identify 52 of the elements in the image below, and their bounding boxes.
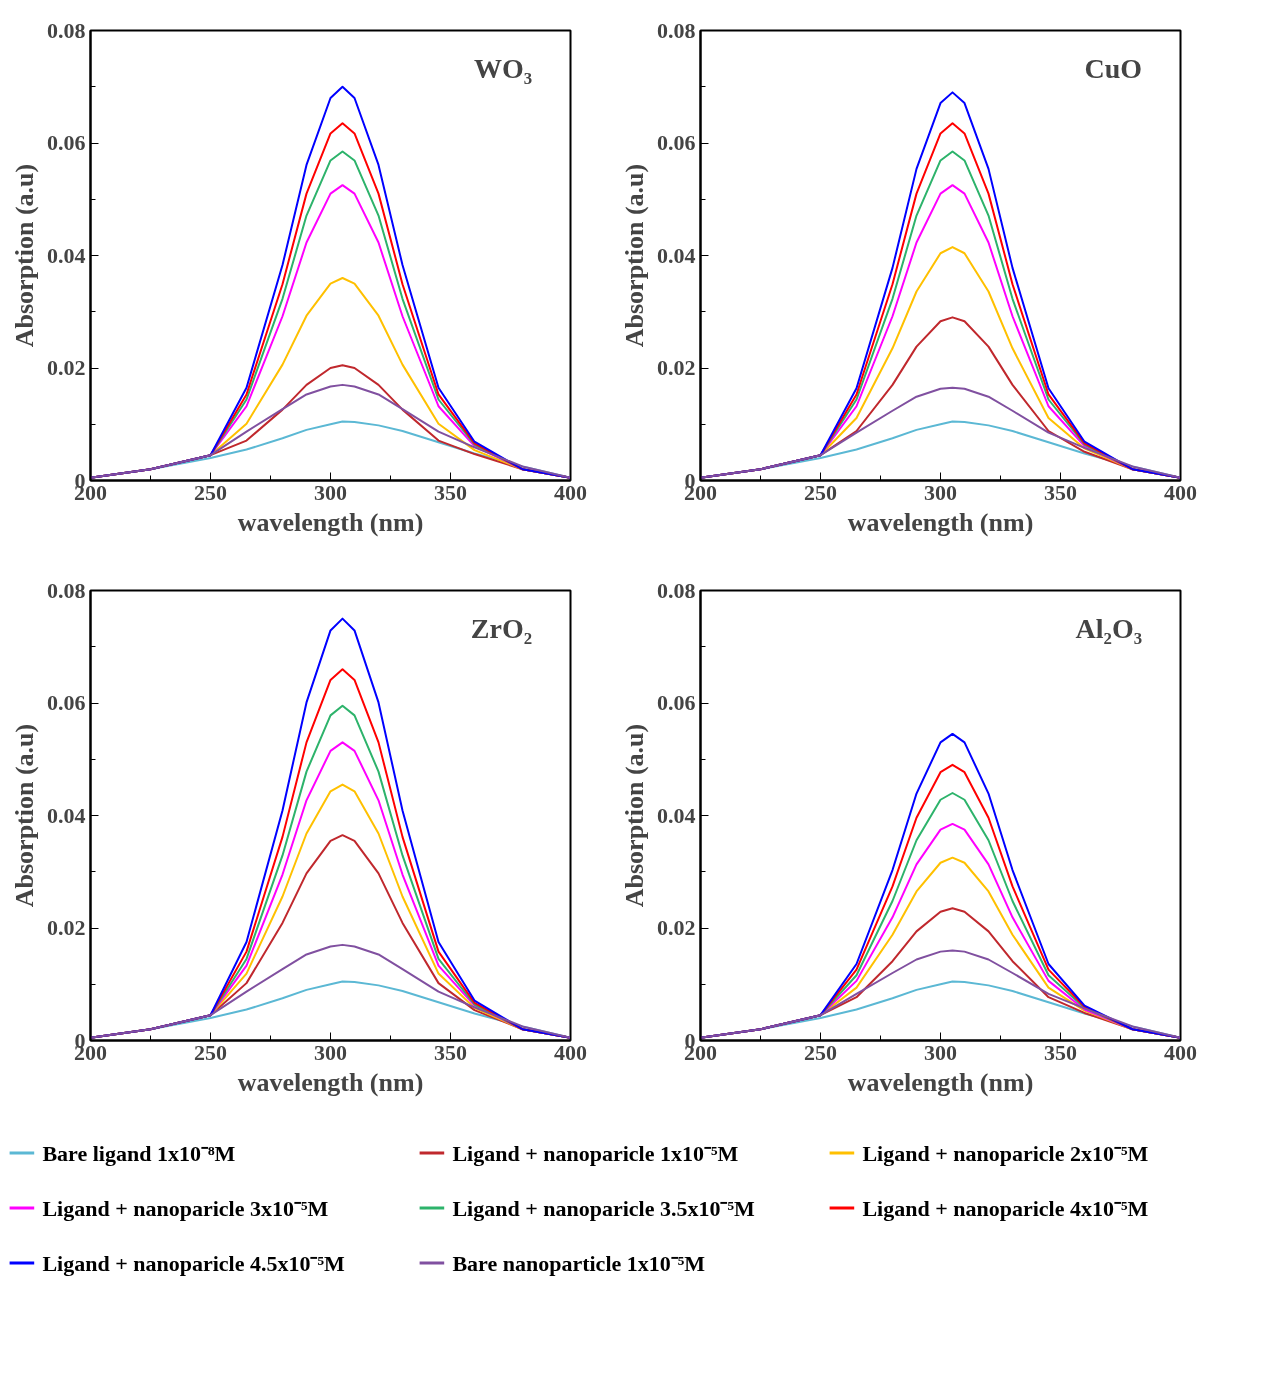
- y-tick-label: 0.02: [657, 915, 696, 940]
- x-tick-label: 250: [804, 1039, 837, 1065]
- x-tick-label: 350: [1044, 1039, 1077, 1065]
- x-tick-label: 300: [314, 479, 347, 505]
- y-tick-label: 0.08: [47, 577, 86, 603]
- x-tick-label: 400: [1164, 479, 1197, 505]
- y-tick-label: 0.06: [47, 130, 86, 155]
- x-axis-title: wavelength (nm): [847, 1067, 1034, 1097]
- y-axis-title: Absorption (a.u): [10, 723, 39, 908]
- x-tick-label: 400: [554, 479, 587, 505]
- y-tick-label: 0.02: [657, 355, 696, 380]
- annotation: WO₃: [473, 53, 533, 84]
- x-tick-label: 300: [924, 479, 957, 505]
- legend-label: Bare nanoparticle 1x10⁻⁵M: [452, 1250, 706, 1276]
- x-tick-label: 400: [554, 1039, 587, 1065]
- y-axis-title: Absorption (a.u): [620, 723, 649, 908]
- x-axis-title: wavelength (nm): [237, 1067, 424, 1097]
- y-tick-label: 0.04: [47, 242, 86, 268]
- legend-label: Ligand + nanoparicle 3x10⁻⁵M: [42, 1195, 329, 1221]
- legend-label: Ligand + nanoparicle 4x10⁻⁵M: [862, 1195, 1149, 1221]
- x-tick-label: 250: [194, 479, 227, 505]
- y-tick-label: 0.08: [47, 17, 86, 43]
- legend-label: Ligand + nanoparicle 4.5x10⁻⁵M: [42, 1250, 346, 1276]
- annotation: ZrO₂: [470, 613, 533, 644]
- x-tick-label: 250: [804, 479, 837, 505]
- legend-label: Bare ligand 1x10⁻⁸M: [42, 1140, 236, 1166]
- x-tick-label: 350: [434, 479, 467, 505]
- annotation: Al₂O₃: [1075, 613, 1143, 644]
- x-tick-label: 300: [314, 1039, 347, 1065]
- x-tick-label: 300: [924, 1039, 957, 1065]
- y-tick-label: 0.04: [657, 802, 696, 828]
- y-tick-label: 0.02: [47, 915, 86, 940]
- y-tick-label: 0.08: [657, 577, 696, 603]
- y-tick-label: 0.04: [657, 242, 696, 268]
- y-tick-label: 0.08: [657, 17, 696, 43]
- y-axis-title: Absorption (a.u): [10, 163, 39, 348]
- y-tick-label: 0.06: [47, 690, 86, 715]
- y-tick-label: 0.02: [47, 355, 86, 380]
- annotation: CuO: [1084, 53, 1143, 84]
- y-tick-label: 0.06: [657, 690, 696, 715]
- x-axis-title: wavelength (nm): [237, 507, 424, 537]
- y-tick-label: 0.06: [657, 130, 696, 155]
- x-axis-title: wavelength (nm): [847, 507, 1034, 537]
- x-tick-label: 250: [194, 1039, 227, 1065]
- legend-label: Ligand + nanoparicle 1x10⁻⁵M: [452, 1140, 739, 1166]
- x-tick-label: 350: [1044, 479, 1077, 505]
- x-tick-label: 350: [434, 1039, 467, 1065]
- x-tick-label: 400: [1164, 1039, 1197, 1065]
- y-axis-title: Absorption (a.u): [620, 163, 649, 348]
- y-tick-label: 0.04: [47, 802, 86, 828]
- legend-label: Ligand + nanoparicle 2x10⁻⁵M: [862, 1140, 1149, 1166]
- legend-label: Ligand + nanoparicle 3.5x10⁻⁵M: [452, 1195, 756, 1221]
